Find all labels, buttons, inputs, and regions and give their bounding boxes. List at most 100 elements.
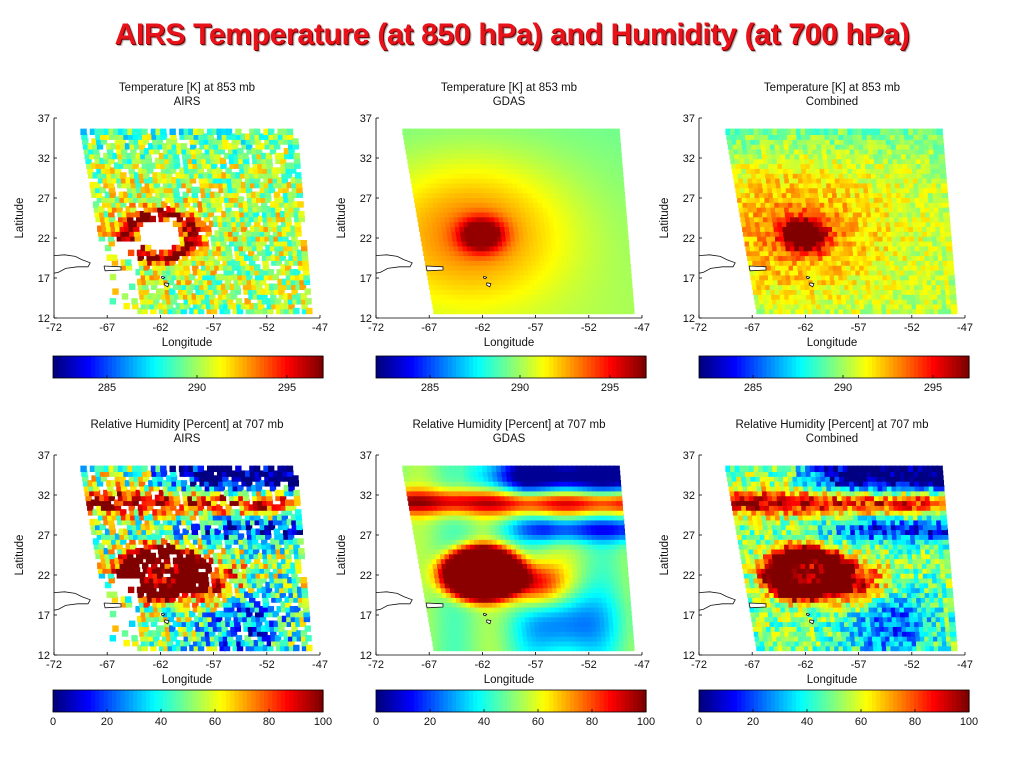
heatmap-cell (566, 259, 573, 266)
heatmap-cell (871, 133, 878, 140)
heatmap-cell (127, 249, 135, 257)
heatmap-cell (184, 172, 191, 179)
heatmap-cell (930, 225, 938, 232)
heatmap-cell (462, 298, 469, 305)
heatmap-cell (915, 293, 922, 300)
heatmap-cell (285, 273, 293, 281)
heatmap-cell (446, 172, 454, 179)
heatmap-cell (566, 220, 574, 228)
heatmap-cell (490, 152, 497, 160)
heatmap-cell (428, 254, 435, 261)
heatmap-cell (185, 210, 192, 218)
heatmap-cell (880, 220, 888, 228)
heatmap-cell (509, 162, 517, 169)
heatmap-cell (190, 249, 197, 257)
heatmap-cell (844, 143, 851, 150)
heatmap-cell (878, 278, 885, 286)
heatmap-cell (165, 264, 172, 271)
heatmap-cell (191, 259, 198, 266)
heatmap-cell (199, 181, 206, 189)
heatmap-cell (210, 269, 217, 276)
heatmap-cell (755, 302, 762, 310)
heatmap-cell (603, 278, 611, 286)
heatmap-cell (833, 269, 840, 276)
heatmap-cell (145, 302, 152, 310)
heatmap-cell (799, 307, 806, 315)
heatmap-cell (441, 249, 448, 257)
heatmap-cell (619, 259, 627, 266)
heatmap-cell (449, 128, 456, 136)
heatmap-cell (482, 225, 489, 232)
heatmap-cell (139, 269, 147, 276)
heatmap-cell (222, 298, 230, 305)
heatmap-cell (449, 191, 457, 198)
heatmap-cell (257, 162, 264, 169)
heatmap-cell (222, 259, 229, 266)
colorbar-swatch (285, 356, 290, 378)
heatmap-cell (467, 215, 474, 223)
heatmap-cell (498, 307, 505, 315)
heatmap-cell (875, 210, 882, 218)
heatmap-cell (507, 278, 514, 286)
heatmap-cell (462, 186, 470, 194)
heatmap-cell (789, 181, 796, 189)
heatmap-cell (459, 283, 467, 290)
heatmap-cell (98, 235, 106, 242)
heatmap-cell (484, 177, 491, 184)
heatmap-cell (529, 172, 536, 179)
heatmap-cell (884, 128, 892, 136)
heatmap-cell (543, 215, 551, 223)
heatmap-cell (815, 298, 822, 305)
heatmap-cell (155, 254, 162, 261)
heatmap-cell (578, 206, 586, 213)
heatmap-cell (822, 225, 830, 232)
heatmap-cell (457, 298, 465, 305)
heatmap-cell (183, 235, 191, 242)
heatmap-cell (103, 210, 111, 218)
heatmap-cell (918, 191, 926, 198)
heatmap-cell (517, 225, 525, 232)
heatmap-cell (424, 259, 432, 266)
heatmap-cell (275, 254, 282, 261)
heatmap-cell (283, 298, 290, 305)
heatmap-cell (756, 177, 764, 184)
heatmap-cell (451, 230, 458, 237)
colorbar-swatch (69, 356, 75, 378)
heatmap-cell (182, 225, 189, 232)
heatmap-cell (875, 288, 882, 295)
heatmap-cell (299, 278, 306, 286)
heatmap-cell (620, 273, 628, 281)
heatmap-cell (595, 239, 603, 247)
heatmap-cell (577, 235, 584, 242)
heatmap-cell (164, 162, 172, 169)
heatmap-cell (557, 259, 565, 266)
heatmap-cell (503, 249, 510, 257)
heatmap-cell (496, 293, 503, 300)
heatmap-cell (911, 215, 919, 223)
heatmap-cell (900, 186, 907, 194)
heatmap-cell (514, 302, 522, 310)
heatmap-cell (893, 293, 900, 300)
heatmap-cell (591, 191, 598, 198)
heatmap-cell (931, 230, 938, 237)
heatmap-cell (288, 254, 295, 261)
heatmap-cell (169, 128, 176, 136)
heatmap-cell (483, 235, 490, 242)
heatmap-cell (753, 215, 761, 223)
heatmap-cell (298, 264, 305, 271)
heatmap-cell (91, 138, 98, 145)
heatmap-cell (506, 206, 513, 213)
y-tick-label: 22 (360, 233, 372, 245)
heatmap-cell (811, 177, 819, 184)
heatmap-cell (254, 225, 261, 232)
heatmap-cell (778, 230, 786, 237)
heatmap-cell (224, 235, 231, 242)
heatmap-cell (228, 269, 235, 276)
heatmap-cell (590, 186, 598, 194)
heatmap-cell (181, 147, 188, 155)
colorbar-swatch (74, 356, 79, 378)
heatmap-cell (197, 128, 205, 136)
heatmap-cell (130, 235, 137, 242)
heatmap-cell (191, 157, 199, 165)
heatmap-cell (421, 210, 428, 218)
